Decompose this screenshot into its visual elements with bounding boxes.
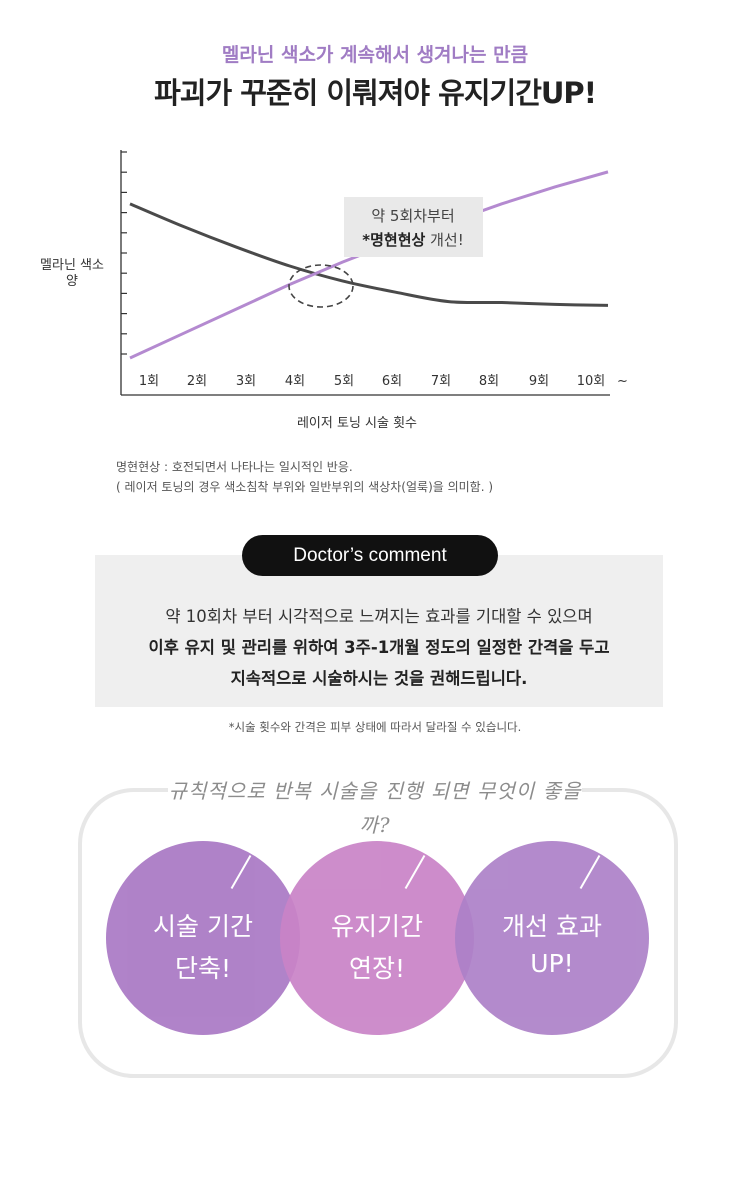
- intersection-highlight: [288, 264, 354, 308]
- benefits-heading: 규칙적으로 반복 시술을 진행 되면 무엇이 좋을까?: [168, 774, 582, 837]
- doctor-comment-pill: Doctor’s comment: [242, 535, 498, 576]
- x-tick-label: 1회: [139, 374, 159, 389]
- benefit-line1: 시술 기간: [153, 912, 253, 941]
- x-tick-labels: 1회 2회 3회 4회 5회 6회 7회 8회 9회 10회: [139, 374, 605, 389]
- page-title: 파괴가 꾸준히 이뤄져야 유지기간UP!: [154, 76, 597, 110]
- benefit-line1: 유지기간: [330, 912, 423, 941]
- x-tick-label: 5회: [334, 374, 354, 389]
- disclaimer: *시술 횟수와 간격은 피부 상태에 따라서 달라질 수 있습니다.: [228, 720, 522, 734]
- x-tick-label: 7회: [431, 374, 451, 389]
- benefit-circle-shortened-period: 시술 기간 단축!: [106, 841, 300, 1035]
- x-suffix: ~: [617, 374, 628, 389]
- x-tick-label: 6회: [382, 374, 402, 389]
- annotation-bold: *명현현상: [362, 231, 425, 249]
- benefit-line2: 연장!: [348, 954, 406, 983]
- footnote-line1: 명현현상 : 호전되면서 나타나는 일시적인 반응.: [116, 460, 353, 474]
- annotation-box: [344, 197, 483, 257]
- doctor-comment-box: [95, 555, 663, 707]
- x-tick-label: 8회: [479, 374, 499, 389]
- x-tick-label: 4회: [285, 374, 305, 389]
- annotation-line2: *명현현상 개선!: [362, 231, 463, 249]
- y-axis-label-line1: 멜라닌 색소: [40, 258, 104, 273]
- footnote-line2: ( 레이저 토닝의 경우 색소침착 부위와 일반부위의 색상차(얼룩)을 의미함…: [116, 480, 494, 494]
- x-tick-label: 2회: [187, 374, 207, 389]
- doctor-comment-line1: 약 10회차 부터 시각적으로 느껴지는 효과를 기대할 수 있으며: [165, 607, 593, 626]
- benefit-circle-extended-maintenance: 유지기간 연장!: [280, 841, 474, 1035]
- x-axis-label: 레이저 토닝 시술 횟수: [297, 416, 417, 431]
- subtitle: 멜라닌 색소가 계속해서 생겨나는 만큼: [221, 44, 529, 66]
- annotation-rest: 개선!: [425, 231, 463, 249]
- y-axis-label-line2: 양: [66, 274, 78, 289]
- series-line-dark: [129, 202, 609, 307]
- doctor-comment-line2: 이후 유지 및 관리를 위하여 3주-1개월 정도의 일정한 간격을 두고: [148, 638, 610, 657]
- benefit-line2: 단축!: [174, 954, 232, 983]
- doctor-comment-line3: 지속적으로 시술하시는 것을 권해드립니다.: [230, 669, 528, 688]
- annotation-line1: 약 5회차부터: [371, 207, 454, 225]
- x-tick-label: 10회: [577, 374, 606, 389]
- benefit-line1: 개선 효과: [502, 912, 602, 941]
- x-tick-label: 9회: [529, 374, 549, 389]
- x-tick-label: 3회: [236, 374, 256, 389]
- slash-decoration-icon: [579, 855, 601, 889]
- y-axis-ticks: [121, 151, 127, 355]
- benefit-line2: UP!: [530, 949, 574, 978]
- melanin-line-chart: 약 5회차부터 *명현현상 개선! 1회 2회 3회 4회 5회 6회 7회 8회 9회 10회 …: [40, 150, 628, 431]
- slash-decoration-icon: [230, 855, 252, 889]
- benefit-circle-improved-effect: 개선 효과 UP!: [455, 841, 649, 1035]
- slash-decoration-icon: [404, 855, 426, 889]
